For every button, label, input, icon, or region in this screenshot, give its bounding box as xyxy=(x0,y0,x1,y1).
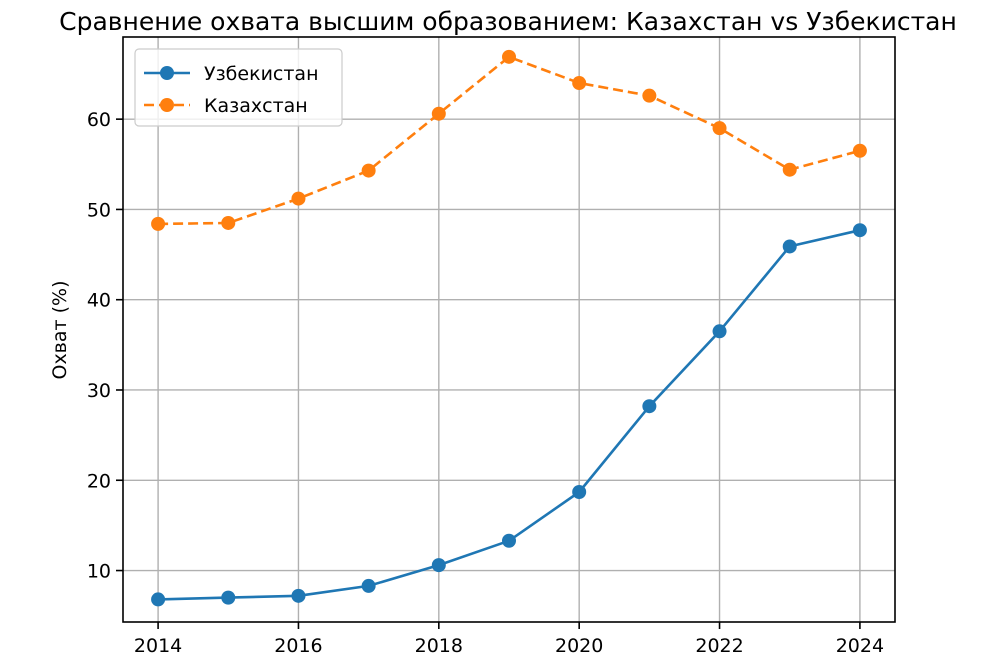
data-point xyxy=(151,592,166,607)
y-tick-label: 60 xyxy=(87,109,111,131)
series-0 xyxy=(151,223,867,607)
legend-label: Казахстан xyxy=(204,95,308,117)
y-axis-label: Охват (%) xyxy=(49,280,71,379)
data-point xyxy=(642,399,657,414)
data-point xyxy=(852,223,867,238)
series-1 xyxy=(151,49,867,231)
data-point xyxy=(572,76,587,91)
data-point xyxy=(642,88,657,103)
y-tick-label: 20 xyxy=(87,470,111,492)
data-point xyxy=(151,216,166,231)
legend-marker xyxy=(160,98,174,112)
legend-marker xyxy=(160,66,174,80)
data-point xyxy=(361,578,376,593)
x-tick-label: 2020 xyxy=(555,635,603,657)
data-point xyxy=(572,485,587,499)
x-tick-label: 2024 xyxy=(836,635,884,657)
legend: Узбекистан Казахстан xyxy=(134,48,343,127)
data-point xyxy=(712,121,727,136)
data-point xyxy=(431,106,446,121)
x-tick-label: 2014 xyxy=(134,635,182,657)
x-tick-label: 2016 xyxy=(274,635,322,657)
legend-frame xyxy=(134,48,343,127)
legend-item: Узбекистан xyxy=(144,63,319,85)
chart-title: Сравнение охвата высшим образованием: Ка… xyxy=(59,7,957,36)
data-point xyxy=(712,324,727,339)
y-axis-ticks: 10 20 30 40 50 60 xyxy=(87,109,123,583)
series-line xyxy=(158,55,861,226)
series-layer xyxy=(151,49,867,607)
x-tick-label: 2018 xyxy=(415,635,463,657)
data-point xyxy=(502,49,516,64)
data-point xyxy=(782,162,797,177)
data-point xyxy=(852,143,867,158)
plot-area-frame xyxy=(122,36,896,623)
data-point xyxy=(221,590,236,605)
data-point xyxy=(221,215,236,230)
data-point xyxy=(291,588,306,603)
y-tick-label: 40 xyxy=(87,290,111,312)
data-point xyxy=(361,163,376,178)
data-point xyxy=(431,558,446,573)
legend-item: Казахстан xyxy=(144,95,308,117)
y-tick-label: 50 xyxy=(87,199,111,221)
data-point xyxy=(291,191,306,206)
x-tick-label: 2022 xyxy=(695,635,743,657)
legend-label: Узбекистан xyxy=(204,63,319,85)
data-point xyxy=(502,533,516,548)
y-tick-label: 10 xyxy=(87,561,111,583)
x-axis-ticks: 2014 2016 2018 2020 2022 2024 xyxy=(134,622,884,657)
data-point xyxy=(782,239,797,254)
y-tick-label: 30 xyxy=(87,380,111,402)
